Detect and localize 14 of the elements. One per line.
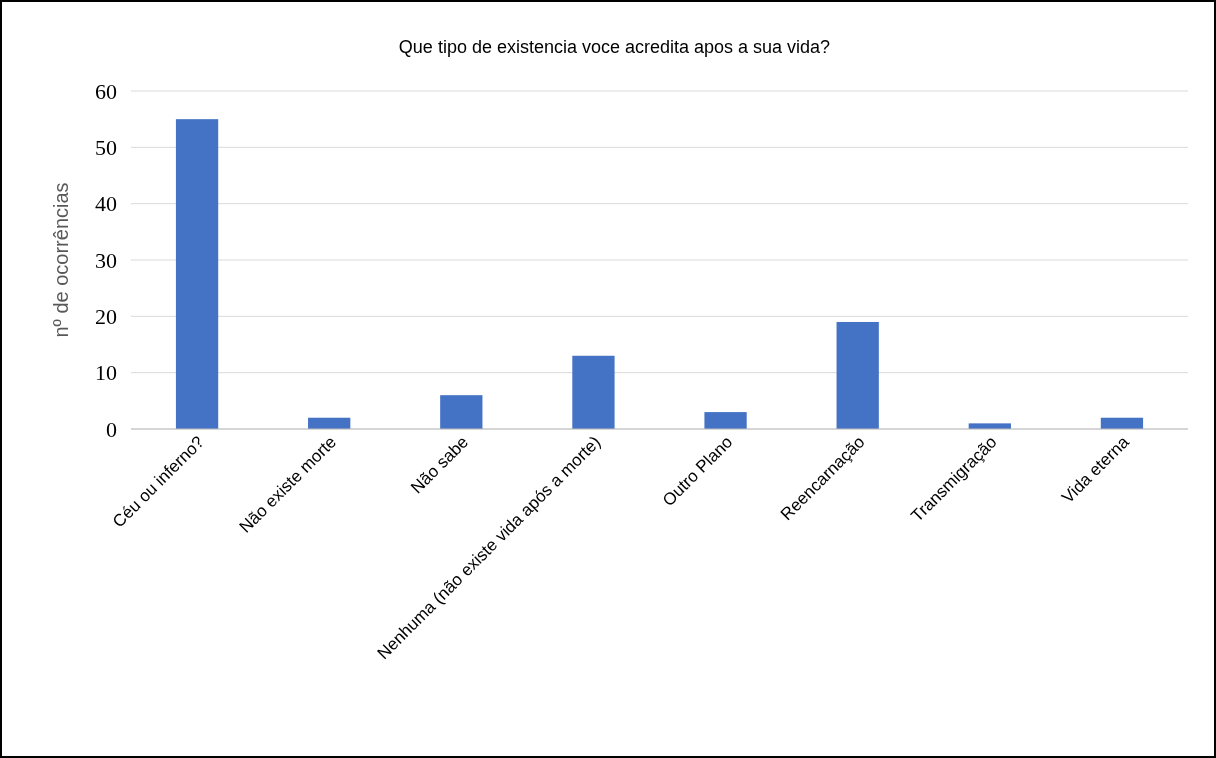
bar [175,119,219,429]
y-tick-label: 60 [95,78,117,104]
chart-title: Que tipo de existencia voce acredita apos a sua vida? [398,37,831,57]
bar [836,321,879,429]
y-tick-label: 20 [95,303,117,329]
bar [440,395,483,429]
y-axis-title: nº de ocorrências [50,182,72,338]
y-tick-label: 50 [95,134,117,160]
bar [704,412,747,429]
y-tick-label: 30 [95,247,117,273]
y-tick-label: 10 [95,360,117,386]
y-tick-label: 40 [95,191,117,217]
bar [572,355,615,429]
y-tick-label: 0 [106,416,117,442]
